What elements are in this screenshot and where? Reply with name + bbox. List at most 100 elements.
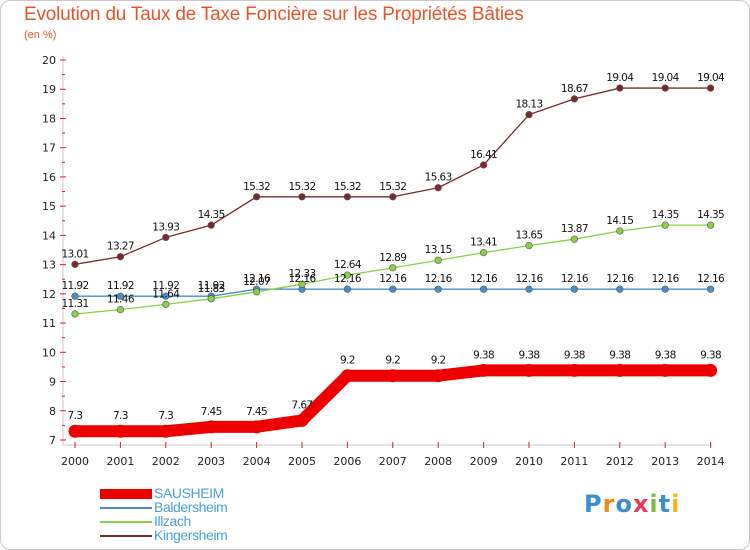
y-tick-label: 15 <box>42 200 56 213</box>
series-line-kingersheim <box>74 87 712 265</box>
data-point-sausheim <box>658 363 672 377</box>
data-label-illzach: 12.89 <box>379 252 406 264</box>
x-tick-label: 2007 <box>379 455 407 468</box>
data-label-kingersheim: 15.63 <box>425 172 452 184</box>
y-tick-label: 20 <box>42 54 56 67</box>
data-point-illzach <box>253 288 261 296</box>
data-point-baldersheim <box>389 285 397 293</box>
y-tick-label: 16 <box>42 171 56 184</box>
data-point-kingersheim <box>116 253 124 261</box>
y-tick-label: 7 <box>49 434 56 447</box>
data-point-sausheim <box>613 363 627 377</box>
x-tick-label: 2012 <box>606 455 634 468</box>
data-point-baldersheim <box>480 285 488 293</box>
data-label-sausheim: 9.38 <box>609 349 630 361</box>
data-label-baldersheim: 12.16 <box>561 273 589 285</box>
x-tick-label: 2003 <box>197 455 225 468</box>
data-point-baldersheim <box>525 285 533 293</box>
data-label-sausheim: 9.38 <box>473 349 494 361</box>
data-label-kingersheim: 19.04 <box>606 72 634 84</box>
data-point-kingersheim <box>207 221 215 229</box>
y-tick-label: 18 <box>42 112 56 125</box>
data-label-baldersheim: 11.92 <box>198 280 225 292</box>
data-point-sausheim <box>295 413 309 427</box>
x-tick-label: 2014 <box>697 455 725 468</box>
x-tick-label: 2004 <box>243 455 271 468</box>
x-tick-label: 2011 <box>560 455 588 468</box>
y-tick-label: 19 <box>42 83 56 96</box>
data-point-kingersheim <box>71 260 79 268</box>
data-label-baldersheim: 12.16 <box>379 273 407 285</box>
data-point-kingersheim <box>570 95 579 103</box>
y-tick-label: 13 <box>42 259 56 272</box>
data-label-illzach: 14.35 <box>652 209 679 221</box>
data-label-kingersheim: 15.32 <box>334 181 361 193</box>
data-label-baldersheim: 12.16 <box>697 273 725 285</box>
legend-label: SAUSHEIM <box>154 485 224 501</box>
data-point-sausheim <box>431 369 445 383</box>
data-point-sausheim <box>340 369 354 383</box>
legend-swatch <box>100 507 152 509</box>
data-label-illzach: 13.15 <box>425 244 452 256</box>
data-label-baldersheim: 12.16 <box>606 273 634 285</box>
data-label-baldersheim: 11.92 <box>61 280 88 292</box>
data-label-baldersheim: 12.16 <box>515 273 543 285</box>
data-point-kingersheim <box>480 161 488 169</box>
data-label-kingersheim: 16.41 <box>470 149 497 161</box>
data-point-baldersheim <box>116 292 124 300</box>
data-label-illzach: 12.64 <box>334 259 362 271</box>
y-tick-label: 8 <box>49 405 56 418</box>
data-point-kingersheim <box>661 84 669 92</box>
data-point-baldersheim <box>162 292 170 300</box>
data-label-sausheim: 9.2 <box>340 355 355 367</box>
data-label-kingersheim: 13.01 <box>61 248 88 260</box>
data-point-baldersheim <box>71 292 79 300</box>
data-label-kingersheim: 19.04 <box>652 72 680 84</box>
data-point-sausheim <box>113 424 127 438</box>
y-tick-label: 12 <box>42 288 56 301</box>
data-point-illzach <box>71 310 79 318</box>
data-point-illzach <box>434 256 442 264</box>
data-label-illzach: 11.31 <box>61 298 88 310</box>
data-label-baldersheim: 12.16 <box>243 273 271 285</box>
data-label-sausheim: 9.38 <box>519 349 540 361</box>
data-label-baldersheim: 12.16 <box>334 273 362 285</box>
x-tick-label: 2002 <box>152 455 180 468</box>
data-point-kingersheim <box>525 111 533 119</box>
data-point-illzach <box>570 235 579 243</box>
data-point-sausheim <box>704 363 718 377</box>
data-point-kingersheim <box>253 193 261 201</box>
x-tick-label: 2001 <box>106 455 134 468</box>
data-label-illzach: 11.64 <box>152 288 180 300</box>
data-label-sausheim: 9.2 <box>431 355 446 367</box>
data-label-kingersheim: 13.27 <box>107 241 134 253</box>
data-label-sausheim: 7.45 <box>201 406 222 418</box>
legend-label: Illzach <box>154 513 191 529</box>
x-tick-label: 2006 <box>333 455 361 468</box>
data-point-illzach <box>162 300 170 308</box>
data-label-sausheim: 7.45 <box>246 406 267 418</box>
data-point-sausheim <box>386 369 400 383</box>
data-label-sausheim: 7.67 <box>292 399 313 411</box>
data-label-baldersheim: 12.16 <box>288 273 316 285</box>
x-tick-label: 2013 <box>651 455 679 468</box>
data-point-baldersheim <box>661 285 669 293</box>
x-tick-label: 2010 <box>515 455 543 468</box>
data-point-sausheim <box>68 424 82 438</box>
data-label-sausheim: 7.3 <box>68 410 83 422</box>
y-tick-label: 17 <box>42 142 56 155</box>
y-tick-label: 11 <box>42 317 56 330</box>
data-label-kingersheim: 19.04 <box>697 72 725 84</box>
y-tick-label: 14 <box>42 229 56 242</box>
data-label-baldersheim: 11.92 <box>107 280 134 292</box>
data-point-baldersheim <box>706 285 715 293</box>
y-tick-label: 9 <box>49 376 56 389</box>
data-label-illzach: 12.07 <box>243 276 270 288</box>
data-label-baldersheim: 11.92 <box>152 280 179 292</box>
data-label-baldersheim: 12.16 <box>470 273 498 285</box>
proxiti-logo: Proxiti <box>584 490 681 518</box>
x-tick-label: 2008 <box>424 455 452 468</box>
legend-swatch <box>100 489 152 499</box>
data-point-baldersheim <box>434 285 442 293</box>
